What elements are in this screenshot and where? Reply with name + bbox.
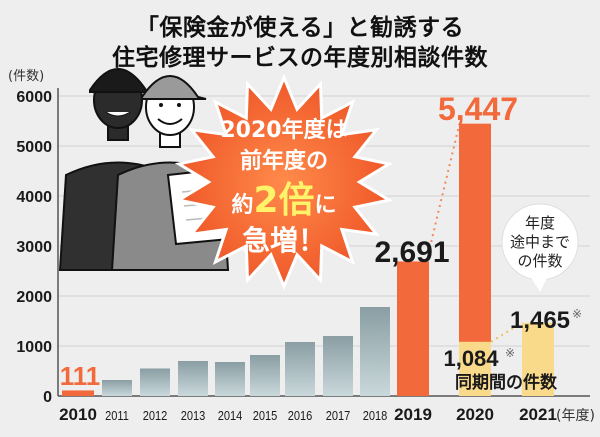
eye: [159, 103, 163, 107]
cap-icon: [89, 68, 155, 93]
x-tick-label-2015: 2015: [253, 408, 278, 423]
same-period-label: 同期間の件数: [455, 372, 558, 393]
cap-icon: [141, 75, 207, 100]
note-bubble-tail: [530, 276, 548, 292]
callout-line3: 約2倍に: [231, 180, 336, 221]
y-tick-label: 5000: [16, 139, 52, 156]
x-tick-label-2012: 2012: [143, 408, 168, 423]
y-tick-label: 0: [43, 389, 52, 406]
asterisk-2021: ※: [572, 307, 582, 321]
bar-2013: [178, 361, 208, 396]
bar-2021: [522, 322, 554, 396]
value-label-2019: 2,691: [374, 236, 449, 269]
chart-title-line2: 住宅修理サービスの年度別相談件数: [112, 45, 488, 71]
chart-title-line1: 「保険金が使える」と勧誘する: [135, 15, 465, 41]
bar-2014: [215, 362, 245, 396]
bar-2019: [397, 261, 429, 396]
bar-2015: [250, 355, 280, 396]
y-tick-label: 1000: [16, 339, 52, 356]
bar-2010: [62, 390, 94, 396]
grin: [105, 111, 131, 117]
value-label-2010: 111: [60, 361, 101, 391]
connector-same-period: [490, 321, 523, 343]
y-tick-label: 2000: [16, 289, 52, 306]
asterisk-same-period: ※: [505, 346, 515, 360]
x-tick-label-2016: 2016: [288, 408, 313, 423]
bar-2018: [360, 307, 390, 396]
value-label-same-period: 1,084: [443, 346, 499, 371]
y-tick-label: 6000: [16, 89, 52, 106]
bar-2020-same-period: [459, 341, 491, 396]
callout-line2: 前年度の: [240, 148, 328, 174]
x-tick-label-2017: 2017: [326, 408, 351, 423]
x-tick-label-2018: 2018: [363, 408, 388, 423]
eye: [177, 103, 181, 107]
y-tick-label: 4000: [16, 189, 52, 206]
bar-2012: [140, 368, 170, 396]
y-unit-label: (件数): [8, 69, 44, 84]
x-tick-label-2019: 2019: [394, 405, 432, 424]
connector-2019-2020: [426, 125, 460, 260]
note-line-1: 年度: [525, 214, 555, 232]
value-label-2021: 1,465: [510, 307, 570, 334]
bar-2016: [285, 342, 315, 396]
y-tick-label: 3000: [16, 239, 52, 256]
x-tick-label-2020: 2020: [456, 405, 494, 424]
bar-2011: [102, 380, 132, 396]
x-tick-label-2011: 2011: [105, 408, 129, 423]
smile: [157, 118, 183, 125]
workers-illustration: [58, 68, 242, 271]
x-tick-label-2021: 2021: [519, 405, 557, 424]
x-unit-label: (年度): [556, 408, 595, 424]
note-line-2: 途中まで: [510, 233, 570, 251]
x-tick-label-2013: 2013: [181, 408, 206, 423]
bar-2017: [323, 336, 353, 396]
callout-line1: 2020年度は: [220, 117, 347, 143]
callout-line4: 急増！: [242, 224, 326, 257]
note-line-3: の件数: [517, 252, 562, 270]
value-label-2020: 5,447: [438, 91, 518, 127]
x-tick-label-2014: 2014: [218, 408, 243, 423]
x-tick-label-2010: 2010: [59, 405, 97, 424]
callout-starburst: [174, 73, 394, 291]
